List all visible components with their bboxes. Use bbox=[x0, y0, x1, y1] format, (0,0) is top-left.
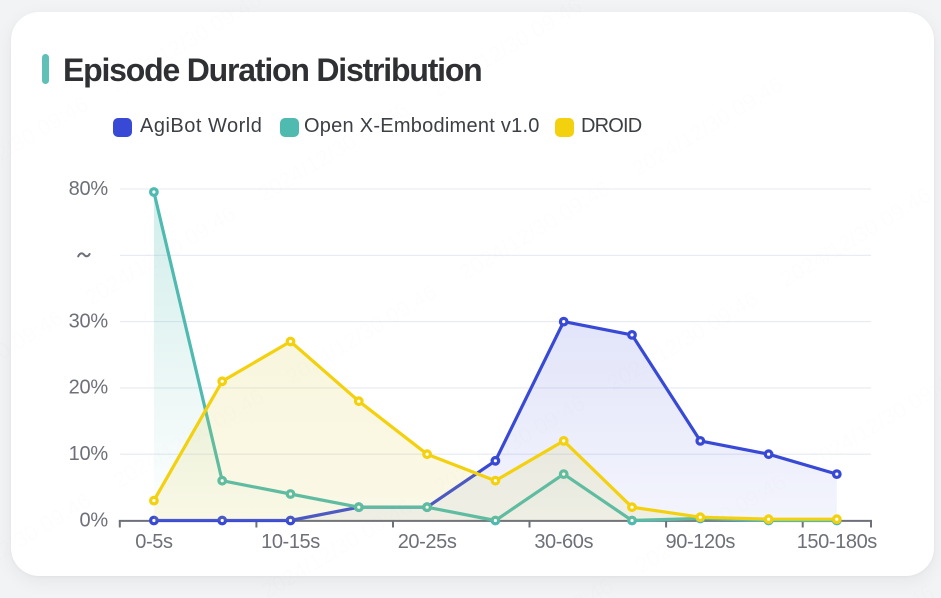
svg-text:90-120s: 90-120s bbox=[666, 531, 736, 553]
svg-text:0%: 0% bbox=[79, 509, 108, 531]
svg-text:80%: 80% bbox=[69, 178, 109, 200]
svg-text:150-180s: 150-180s bbox=[797, 531, 878, 553]
svg-text:10%: 10% bbox=[69, 443, 109, 465]
svg-text:30%: 30% bbox=[69, 310, 109, 332]
svg-text:0-5s: 0-5s bbox=[135, 531, 173, 553]
svg-text:30-60s: 30-60s bbox=[534, 531, 593, 553]
svg-text:20%: 20% bbox=[69, 377, 109, 399]
svg-text:10-15s: 10-15s bbox=[261, 531, 320, 553]
svg-text:20-25s: 20-25s bbox=[398, 531, 457, 553]
